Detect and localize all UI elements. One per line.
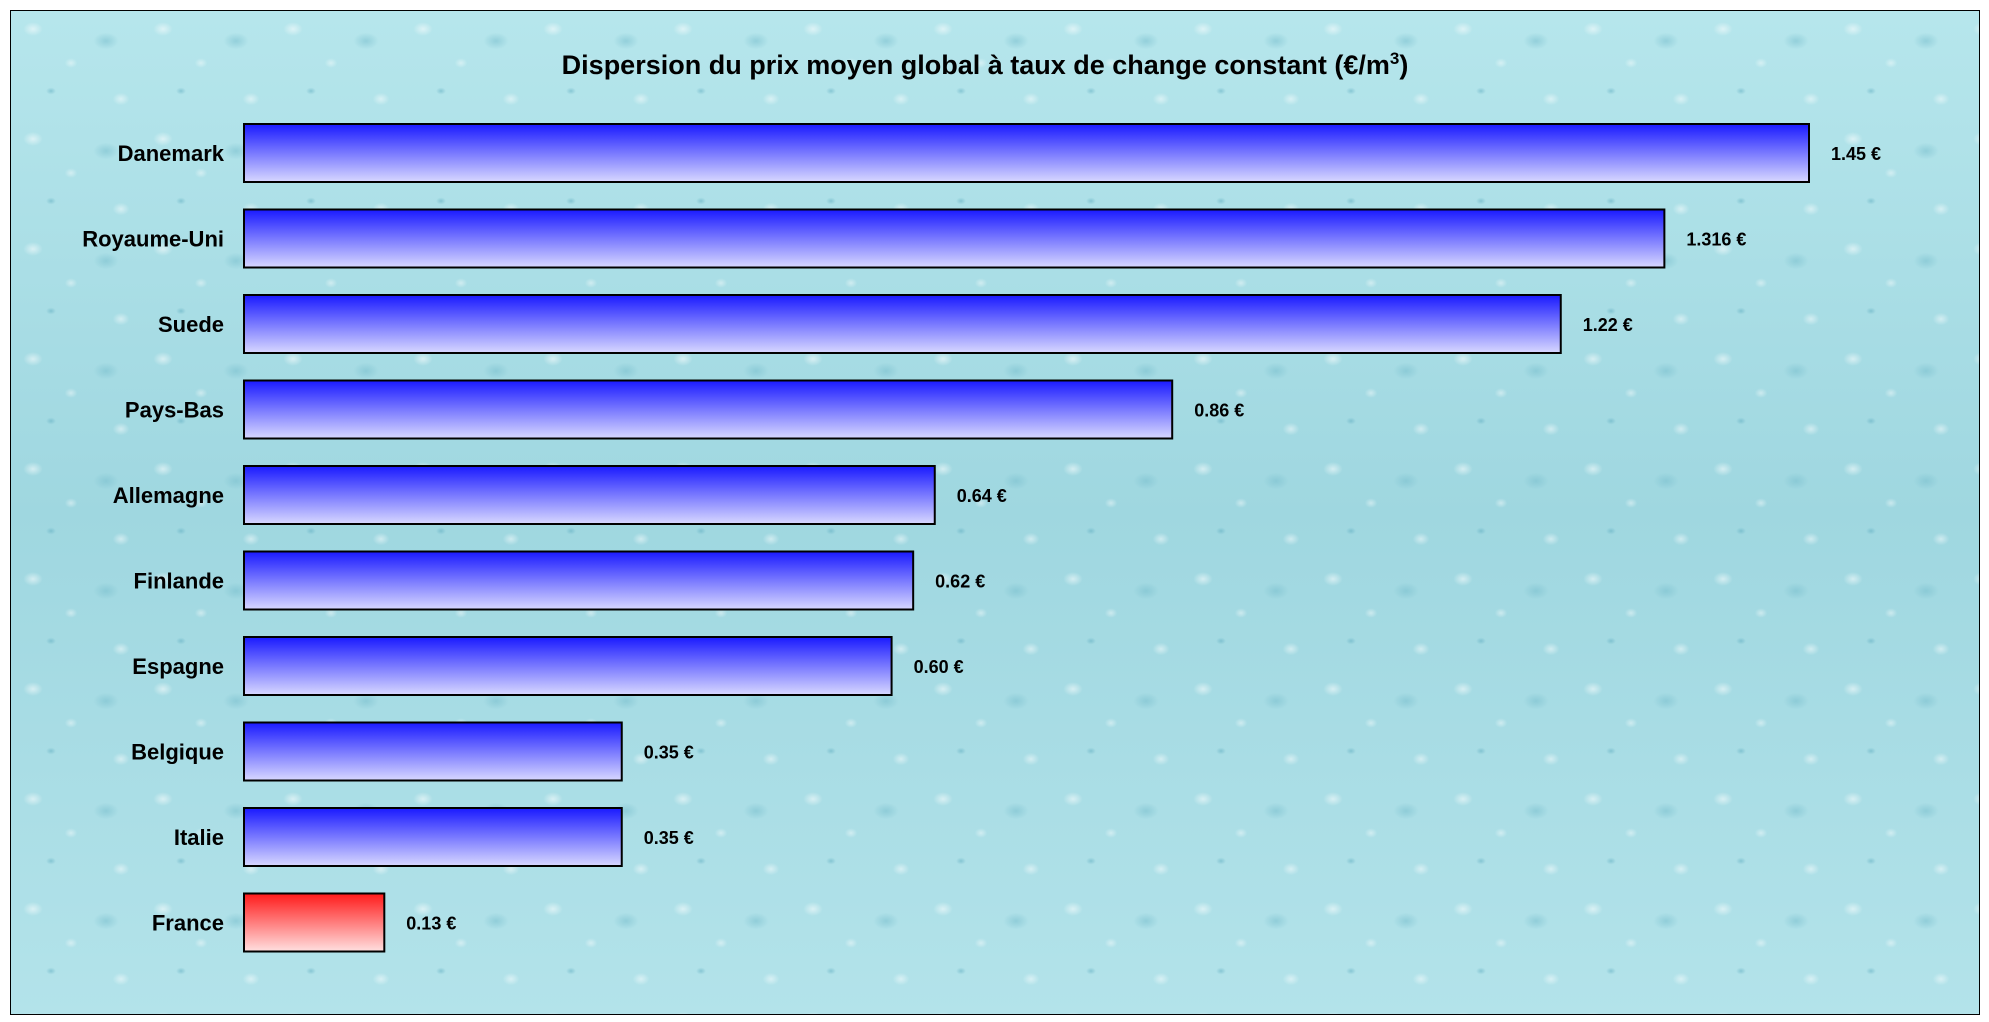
bar-finlande bbox=[243, 550, 915, 611]
value-label: 0.62 € bbox=[935, 572, 985, 592]
chart-area: Dispersion du prix moyen global à taux d… bbox=[10, 10, 1980, 1015]
bar-suede bbox=[243, 294, 1562, 354]
bar-royaume-uni bbox=[243, 208, 1666, 269]
bar-pays-bas bbox=[243, 379, 1174, 440]
category-label: Italie bbox=[174, 825, 224, 850]
category-label: France bbox=[152, 911, 224, 936]
category-label: Pays-Bas bbox=[125, 398, 224, 423]
bar-danemark bbox=[243, 123, 1810, 183]
value-label: 0.35 € bbox=[644, 828, 694, 848]
bar-france bbox=[243, 892, 386, 953]
category-label: Allemagne bbox=[113, 483, 224, 508]
category-label: Espagne bbox=[132, 654, 224, 679]
chart-title-superscript: 3 bbox=[1390, 49, 1399, 68]
category-label: Belgique bbox=[131, 740, 224, 765]
category-label: Danemark bbox=[118, 141, 225, 166]
value-label: 1.316 € bbox=[1686, 230, 1746, 250]
value-label: 0.13 € bbox=[406, 914, 456, 934]
value-label: 0.60 € bbox=[914, 657, 964, 677]
bar-belgique bbox=[243, 721, 623, 782]
value-label: 0.86 € bbox=[1194, 401, 1244, 421]
category-label: Suede bbox=[158, 312, 224, 337]
category-label: Royaume-Uni bbox=[82, 227, 224, 252]
value-label: 0.35 € bbox=[644, 743, 694, 763]
bar-allemagne bbox=[243, 465, 936, 525]
chart-title-suffix: ) bbox=[1399, 50, 1408, 80]
bar-chart: Dispersion du prix moyen global à taux d… bbox=[82, 49, 1881, 953]
value-label: 1.22 € bbox=[1583, 315, 1633, 335]
value-label: 1.45 € bbox=[1831, 144, 1881, 164]
chart-title: Dispersion du prix moyen global à taux d… bbox=[562, 49, 1409, 80]
bar-espagne bbox=[243, 636, 893, 696]
bar-italie bbox=[243, 807, 623, 867]
value-label: 0.64 € bbox=[957, 486, 1007, 506]
bars-group: Danemark 1.45 € Royaume-Uni 1.316 € Suede 1.2… bbox=[82, 123, 1881, 953]
category-label: Finlande bbox=[134, 569, 224, 594]
